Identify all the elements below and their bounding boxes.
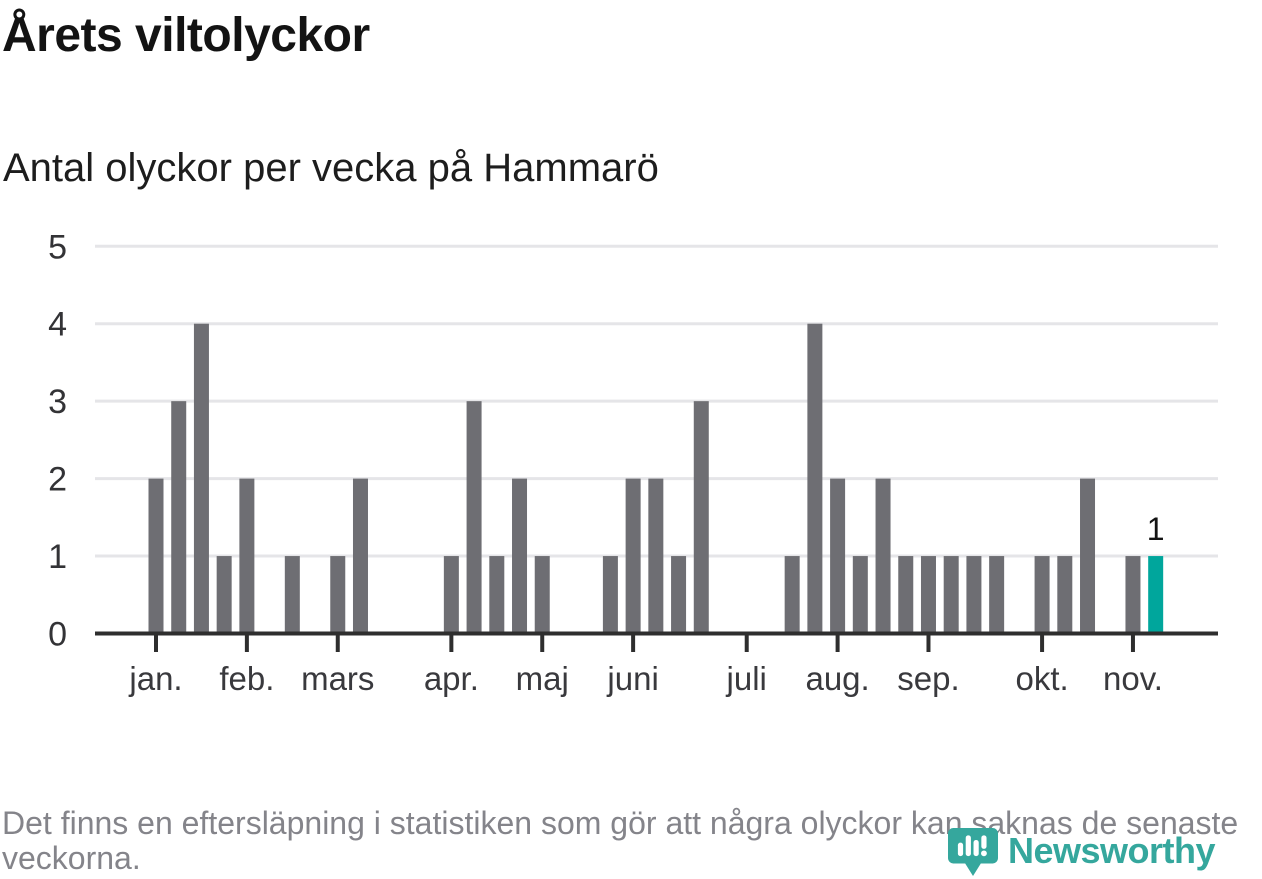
bar <box>1034 556 1050 634</box>
bar <box>171 401 187 634</box>
highlighted-bar <box>1148 556 1164 634</box>
bar <box>1080 478 1096 634</box>
chart-title: Årets viltolyckor <box>2 9 370 62</box>
x-axis-label: jan. <box>128 660 182 697</box>
bar <box>1057 556 1073 634</box>
bar <box>989 556 1005 634</box>
newsworthy-logo-icon <box>948 828 998 876</box>
bar <box>784 556 800 634</box>
y-axis-label: 2 <box>48 461 67 499</box>
x-axis-label: maj <box>516 660 569 697</box>
bar <box>534 556 550 634</box>
bar <box>920 556 936 634</box>
x-axis-label: aug. <box>805 660 869 697</box>
y-axis-label: 3 <box>48 383 67 421</box>
bar <box>148 478 164 634</box>
y-axis-label: 0 <box>48 616 67 654</box>
bar <box>898 556 914 634</box>
bar <box>625 478 641 634</box>
x-axis-label: apr. <box>424 660 479 697</box>
x-axis-label: sep. <box>897 660 959 697</box>
bar <box>443 556 459 634</box>
bar <box>875 478 891 634</box>
y-axis-label: 4 <box>48 306 67 344</box>
x-axis-label: feb. <box>219 660 274 697</box>
bar <box>602 556 618 634</box>
x-axis-label: okt. <box>1015 660 1068 697</box>
bar <box>671 556 687 634</box>
bar-value-label: 1 <box>1147 511 1165 547</box>
bar <box>830 478 846 634</box>
bar <box>807 323 823 634</box>
bar <box>330 556 346 634</box>
bar <box>216 556 232 634</box>
bar <box>352 478 368 634</box>
footnote: Det finns en eftersläpning i statistiken… <box>2 805 1239 876</box>
bar <box>693 401 709 634</box>
bar <box>239 478 255 634</box>
y-axis-label: 1 <box>48 538 67 576</box>
bar <box>489 556 505 634</box>
newsworthy-logo-text: Newsworthy <box>1008 830 1216 871</box>
bar <box>966 556 982 634</box>
newsworthy-logo: Newsworthy <box>948 828 1216 876</box>
bar <box>943 556 959 634</box>
x-axis-label: mars <box>301 660 374 697</box>
bar <box>512 478 528 634</box>
bar <box>193 323 209 634</box>
bar <box>852 556 868 634</box>
bar <box>284 556 300 634</box>
x-axis-label: juli <box>726 660 767 697</box>
x-axis-label: nov. <box>1103 660 1163 697</box>
x-axis-label: juni <box>606 660 658 697</box>
bar <box>1125 556 1141 634</box>
bar <box>466 401 482 634</box>
bar <box>648 478 664 634</box>
y-axis-label: 5 <box>48 228 67 266</box>
chart-subtitle: Antal olyckor per vecka på Hammarö <box>3 146 659 190</box>
